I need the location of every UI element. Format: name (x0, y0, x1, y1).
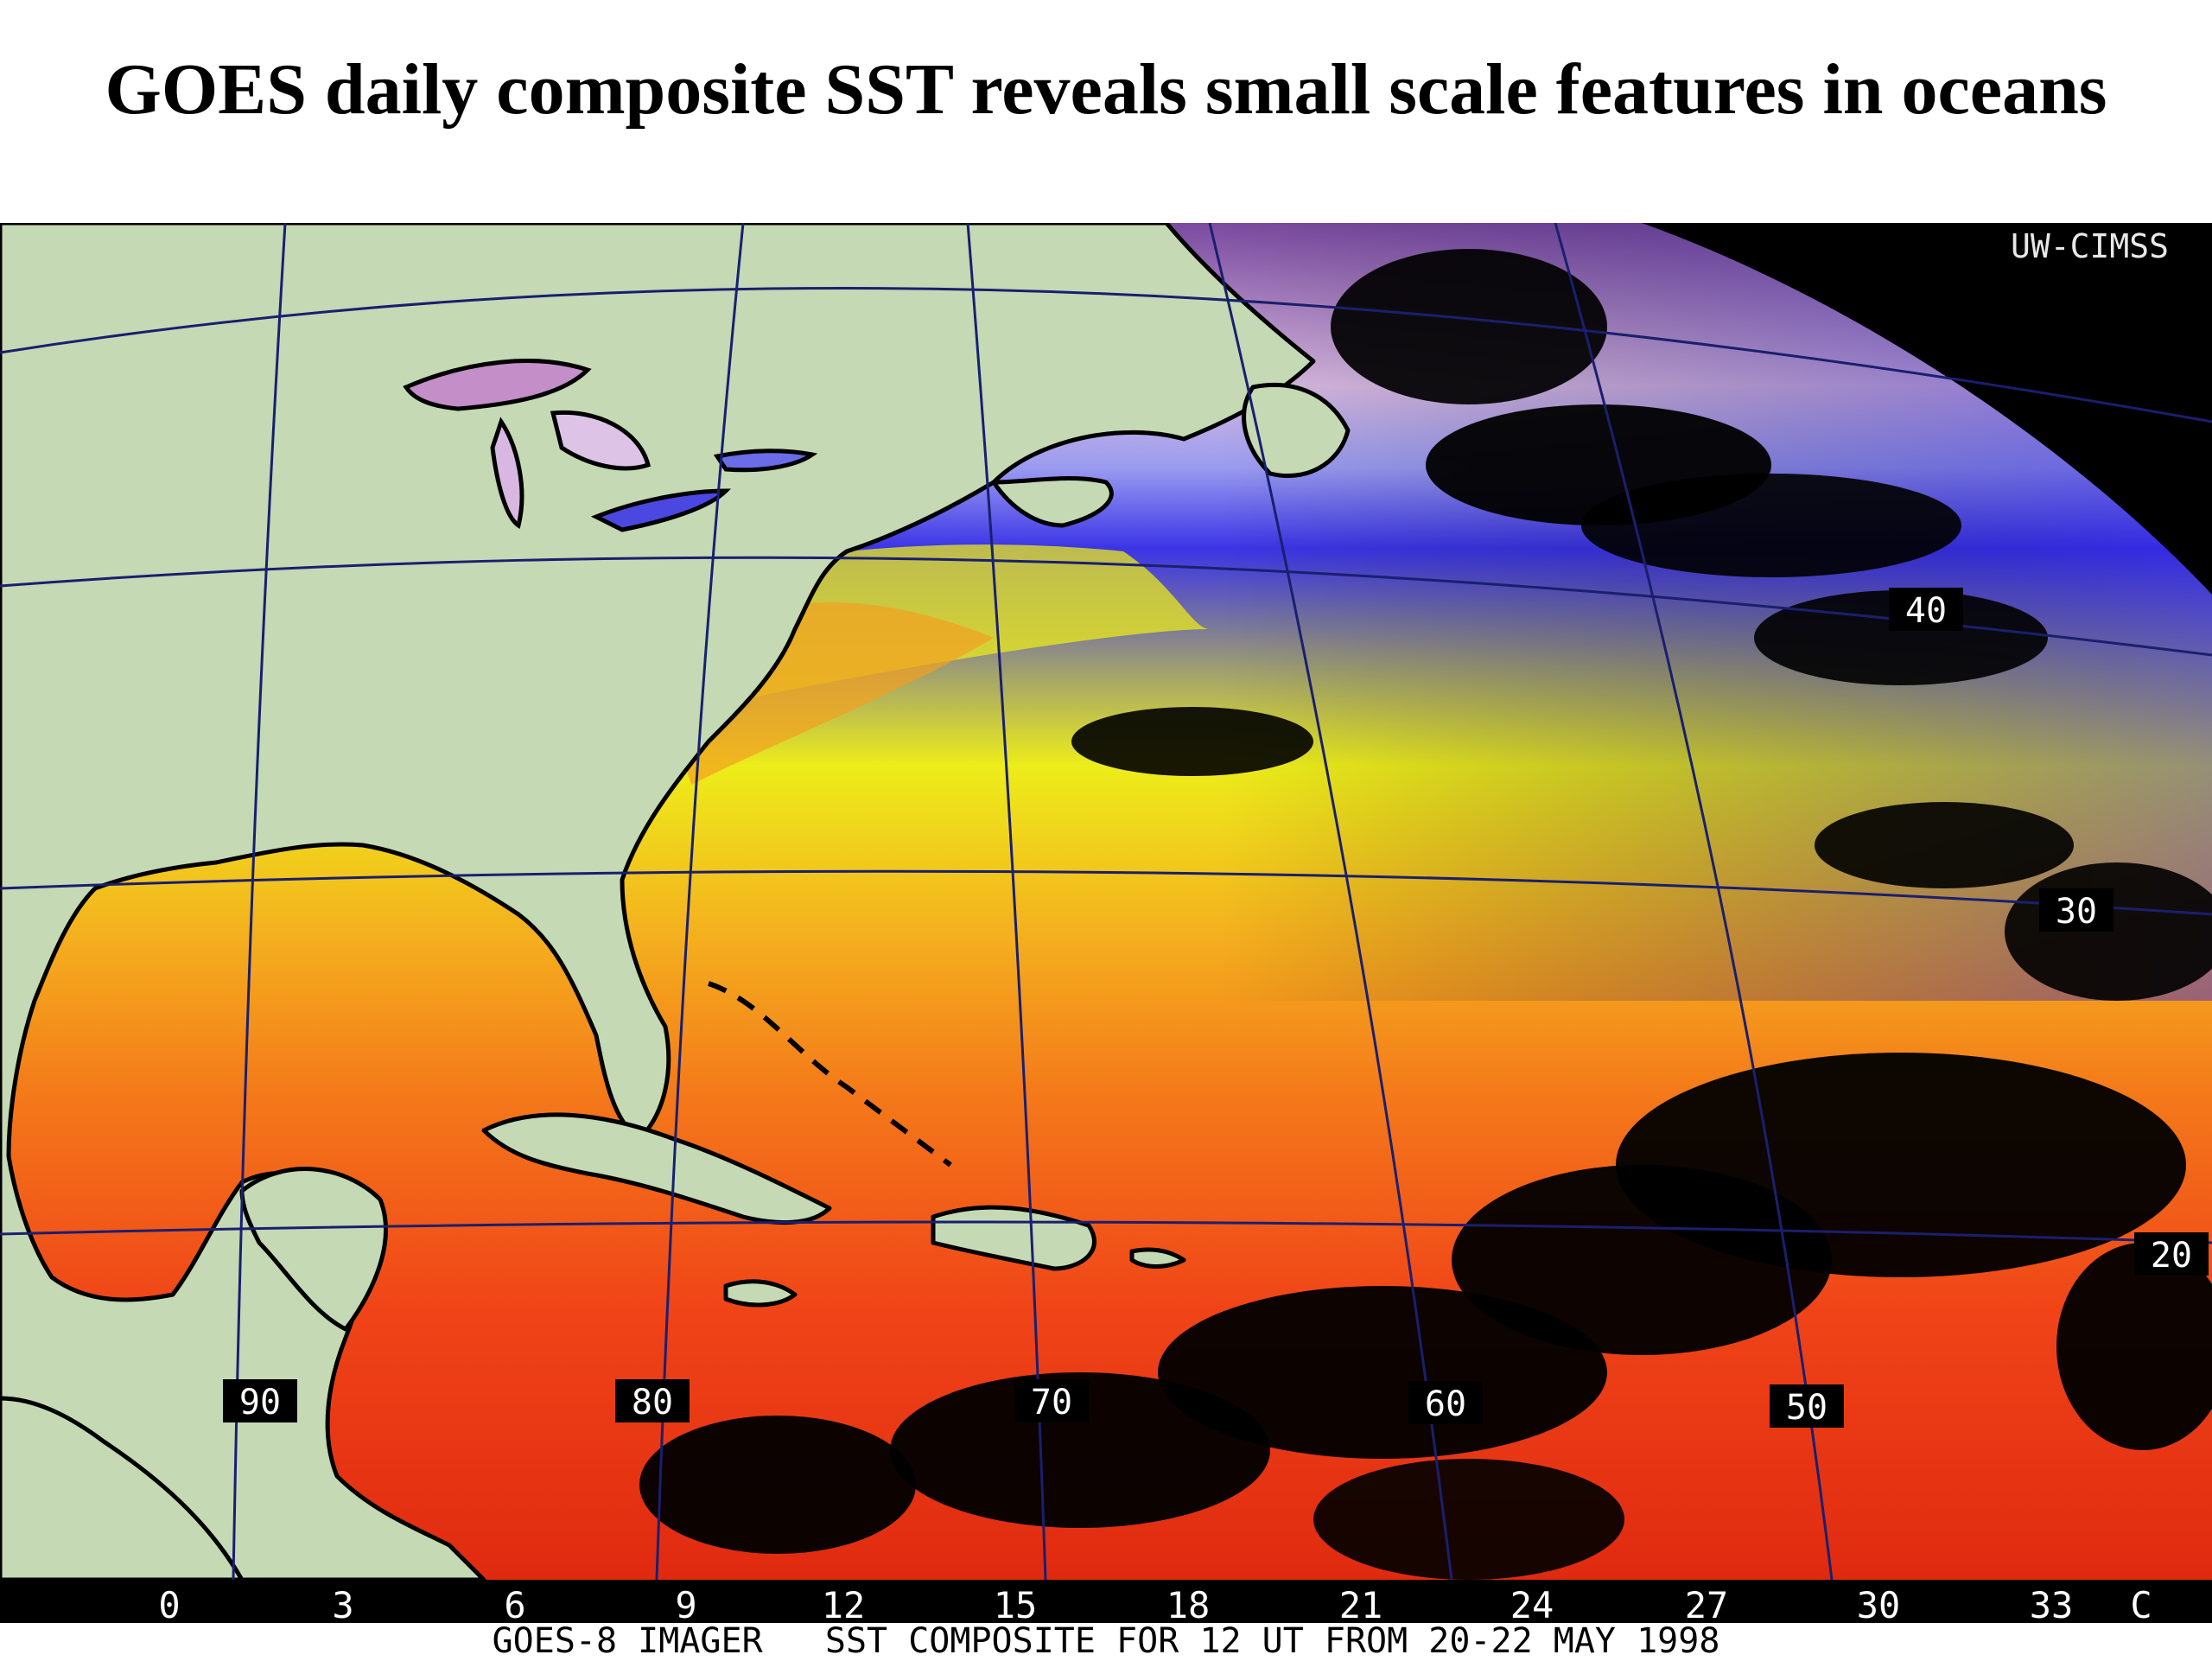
land-cuba (481, 1112, 832, 1225)
graticule (0, 223, 2212, 1581)
lat-label-40: 40 (1889, 588, 1963, 631)
lon-line-60 (1208, 223, 1453, 1581)
lat-line-40 (0, 556, 2212, 657)
colorbar-tick: 27 (1685, 1584, 1729, 1626)
lat-line-50 (0, 286, 2212, 423)
land-masses (0, 223, 1351, 1582)
colorbar-tick: 21 (1339, 1584, 1383, 1626)
lake-erie (590, 488, 732, 532)
colorbar-tick: 0 (158, 1584, 180, 1626)
lon-label-60: 60 (1408, 1381, 1483, 1424)
svg-text:80: 80 (632, 1383, 673, 1422)
earth-limb-space (1166, 223, 2212, 595)
great-lakes (403, 359, 818, 532)
svg-text:60: 60 (1425, 1384, 1466, 1424)
longitude-labels: 90 80 70 60 50 (223, 1379, 1844, 1428)
svg-text:40: 40 (1905, 591, 1947, 631)
land-puerto-rico (1129, 1247, 1186, 1269)
svg-text:30: 30 (2056, 892, 2097, 932)
colorbar-tick: 3 (332, 1584, 353, 1626)
colorbar-caption: GOES-8 IMAGER SST COMPOSITE FOR 12 UT FR… (0, 1623, 2212, 1659)
colorbar-unit: C (2130, 1584, 2152, 1626)
lon-line-90 (232, 223, 287, 1581)
lake-michigan (490, 417, 524, 530)
latitude-labels: 40 30 20 (1889, 588, 2209, 1276)
svg-text:70: 70 (1031, 1383, 1072, 1422)
lat-line-20 (0, 1220, 2212, 1244)
colorbar-tick: 33 (2030, 1584, 2074, 1626)
cloud-masks (639, 249, 2212, 1580)
lat-label-20: 20 (2134, 1232, 2209, 1276)
land-yucatan (239, 1167, 388, 1332)
sst-map: UW-CIMSS 90 80 70 60 50 40 30 20 0 3 6 9… (0, 223, 2212, 1659)
colorbar-tick: 12 (822, 1584, 866, 1626)
land-south-america (0, 1396, 245, 1582)
land-nova-scotia (991, 476, 1114, 528)
lat-label-30: 30 (2039, 888, 2113, 932)
colorbar-tick: 9 (675, 1584, 696, 1626)
svg-text:50: 50 (1786, 1388, 1827, 1428)
colorbar-tick: 30 (1857, 1584, 1901, 1626)
bahamas-banks (708, 981, 952, 1168)
page-title: GOES daily composite SST reveals small s… (105, 49, 2107, 130)
lake-huron (550, 410, 651, 471)
lon-label-50: 50 (1770, 1384, 1844, 1428)
lake-superior (403, 359, 592, 411)
lat-line-30 (0, 869, 2212, 916)
colorbar-tick: 18 (1166, 1584, 1211, 1626)
colorbar-tick: 6 (504, 1584, 525, 1626)
watermark: UW-CIMSS (2011, 227, 2169, 265)
colorbar-tick: 15 (994, 1584, 1038, 1626)
lon-line-80 (655, 223, 745, 1581)
land-jamaica (723, 1279, 798, 1308)
lon-line-50 (1554, 223, 1834, 1581)
lon-label-70: 70 (1014, 1379, 1089, 1422)
svg-text:20: 20 (2151, 1236, 2192, 1276)
svg-text:90: 90 (239, 1383, 281, 1422)
lon-label-90: 90 (223, 1379, 297, 1422)
lon-label-80: 80 (615, 1379, 690, 1422)
colorbar-tick: 24 (1510, 1584, 1554, 1626)
lon-line-70 (966, 223, 1047, 1581)
land-newfoundland (1242, 382, 1351, 479)
colorbar-tick-labels: 0 3 6 9 12 15 18 21 24 27 30 33 C (158, 1584, 2152, 1626)
lake-ontario (713, 449, 818, 473)
